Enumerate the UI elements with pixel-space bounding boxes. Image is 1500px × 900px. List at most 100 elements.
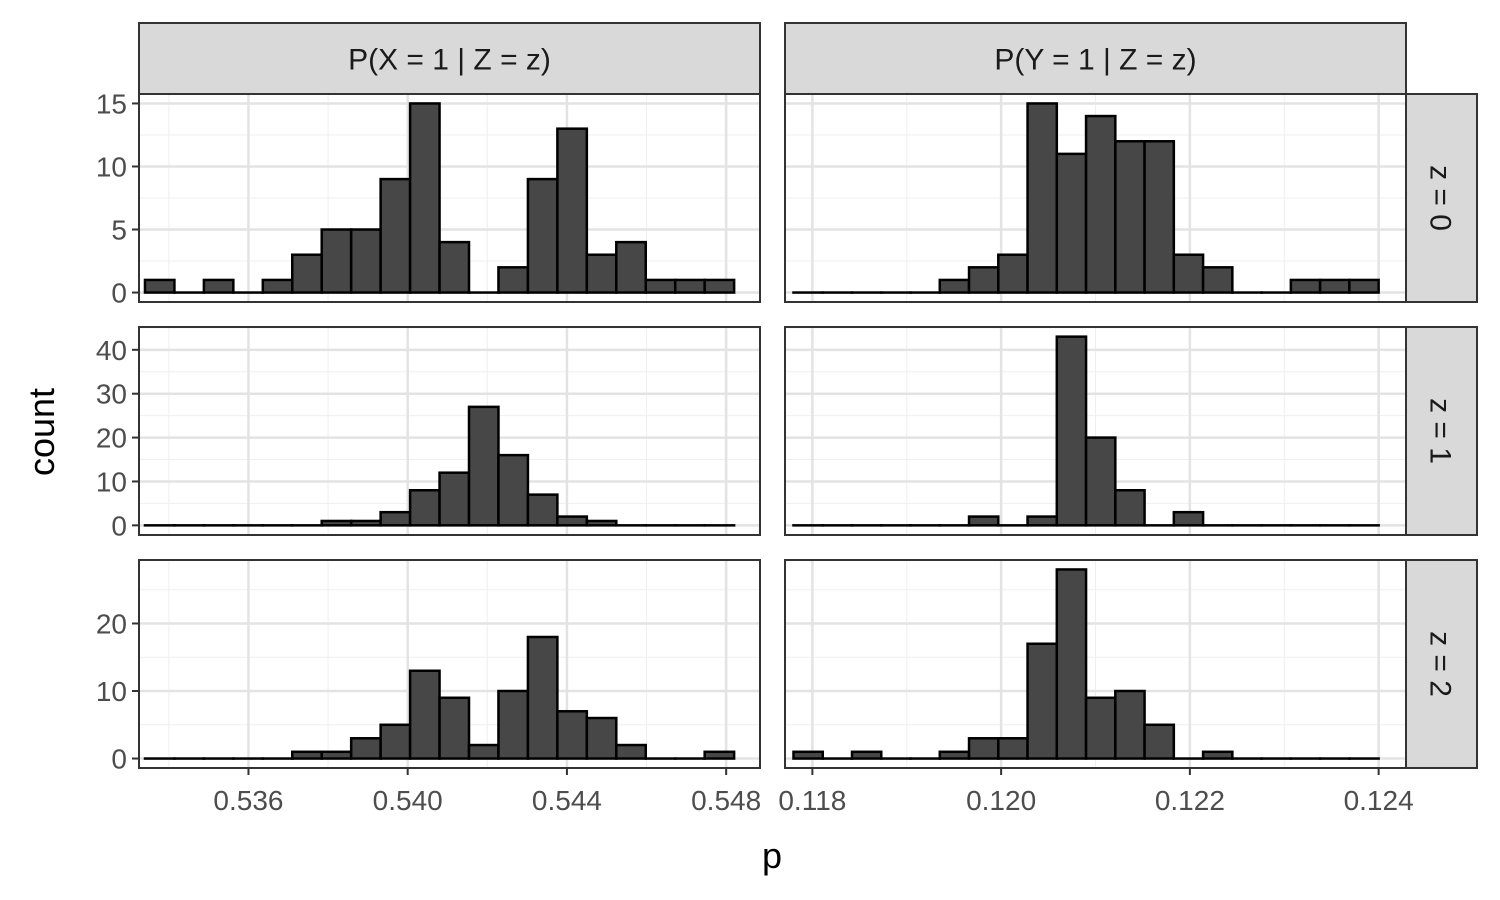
histogram-bar — [615, 743, 648, 760]
y-tick-label: 0 — [111, 510, 127, 541]
column-strip — [138, 22, 761, 95]
histogram-bar — [585, 716, 618, 760]
histogram-bar — [320, 228, 353, 294]
histogram-bar — [349, 228, 382, 294]
histogram-bar — [408, 102, 441, 294]
histogram-bar — [967, 266, 1000, 294]
histogram-bar — [438, 696, 471, 760]
histogram-bar — [379, 177, 412, 294]
histogram-bar — [938, 278, 971, 294]
histogram-bar — [497, 689, 530, 760]
column-strip-label: P(X = 1 | Z = z) — [348, 44, 551, 77]
y-tick-label: 30 — [96, 379, 127, 410]
y-axis-title: count — [21, 388, 62, 476]
histogram-bar — [1289, 278, 1322, 294]
histogram-bar — [261, 278, 294, 294]
column-strip-label: P(Y = 1 | Z = z) — [994, 44, 1196, 77]
x-axis-title: p — [762, 835, 782, 876]
histogram-bar — [1055, 152, 1088, 294]
histogram-bar — [644, 278, 677, 294]
y-tick-label: 40 — [96, 335, 127, 366]
histogram-bar — [1348, 278, 1380, 294]
x-tick-label: 0.118 — [778, 785, 846, 816]
histogram-bar — [467, 405, 500, 527]
facet-panel — [138, 326, 761, 536]
histogram-bar — [349, 519, 382, 527]
histogram-bar — [1318, 278, 1351, 294]
histogram-bar — [967, 515, 1000, 527]
y-tick-label: 0 — [111, 744, 127, 775]
histogram-bar — [703, 750, 736, 760]
panel-border — [138, 326, 761, 536]
histogram-bar — [997, 737, 1029, 760]
histogram-bar — [1026, 102, 1059, 294]
histogram-bar — [615, 240, 648, 294]
histogram-bar — [1172, 253, 1205, 294]
x-tick-label: 0.548 — [691, 785, 761, 816]
histogram-bar — [556, 515, 589, 527]
column-strip — [784, 22, 1407, 95]
histogram-bar — [320, 750, 353, 760]
histogram-bar — [1114, 140, 1146, 294]
histogram-bar — [1055, 335, 1088, 527]
row-strip-label: z = 2 — [1424, 631, 1457, 697]
histogram-bar — [556, 710, 589, 760]
histogram-bar — [792, 750, 825, 760]
histogram-bar — [379, 723, 412, 760]
y-tick-label: 10 — [96, 676, 127, 707]
histogram-bar — [526, 635, 559, 760]
y-tick-label: 10 — [96, 466, 127, 497]
histogram-bar — [556, 127, 589, 294]
histogram-bar — [703, 278, 736, 294]
histogram-bar — [526, 493, 559, 527]
histogram-bar — [526, 177, 559, 294]
row-strip — [1405, 326, 1478, 536]
histogram-bar — [467, 743, 500, 760]
histogram-bar — [1055, 568, 1088, 760]
histogram-bar — [143, 278, 176, 294]
histogram-bar — [202, 278, 235, 294]
histogram-bar — [967, 737, 1000, 760]
facet-panel — [138, 559, 761, 769]
row-strip — [1405, 93, 1478, 303]
x-tick-label: 0.544 — [532, 785, 602, 816]
x-tick-label: 0.536 — [213, 785, 283, 816]
histogram-bar — [673, 278, 706, 294]
histogram-bar — [497, 453, 530, 527]
row-strip-label: z = 1 — [1424, 398, 1457, 464]
histogram-bar — [438, 471, 471, 527]
histogram-bar — [1114, 689, 1146, 760]
histogram-bar — [585, 519, 618, 527]
histogram-bar — [408, 669, 441, 760]
x-tick-label: 0.120 — [966, 785, 1036, 816]
panel-border — [138, 93, 761, 303]
y-tick-label: 20 — [96, 423, 127, 454]
histogram-bar — [1201, 750, 1234, 760]
histogram-bar — [497, 266, 530, 294]
histogram-bar — [408, 488, 441, 527]
histogram-bar — [938, 750, 971, 760]
x-tick-label: 0.122 — [1155, 785, 1225, 816]
facet-panel — [138, 93, 761, 303]
histogram-bar — [1084, 436, 1117, 527]
histogram-bar — [1114, 488, 1146, 527]
histogram-bar — [1172, 510, 1205, 527]
row-strip-label: z = 0 — [1424, 165, 1457, 231]
histogram-bar — [997, 253, 1029, 294]
x-tick-label: 0.540 — [373, 785, 443, 816]
histogram-bar — [291, 750, 323, 760]
y-tick-label: 15 — [96, 88, 127, 119]
histogram-bar — [850, 750, 883, 760]
x-tick-label: 0.124 — [1344, 785, 1414, 816]
facet-panel — [784, 93, 1407, 303]
histogram-bar — [1084, 114, 1117, 294]
histogram-bar — [349, 737, 382, 760]
y-tick-label: 5 — [111, 215, 127, 246]
row-strip — [1405, 559, 1478, 769]
histogram-bar — [1201, 266, 1234, 294]
y-tick-label: 10 — [96, 151, 127, 182]
histogram-bar — [438, 240, 471, 294]
panel-border — [138, 559, 761, 769]
histogram-bar — [320, 519, 353, 527]
